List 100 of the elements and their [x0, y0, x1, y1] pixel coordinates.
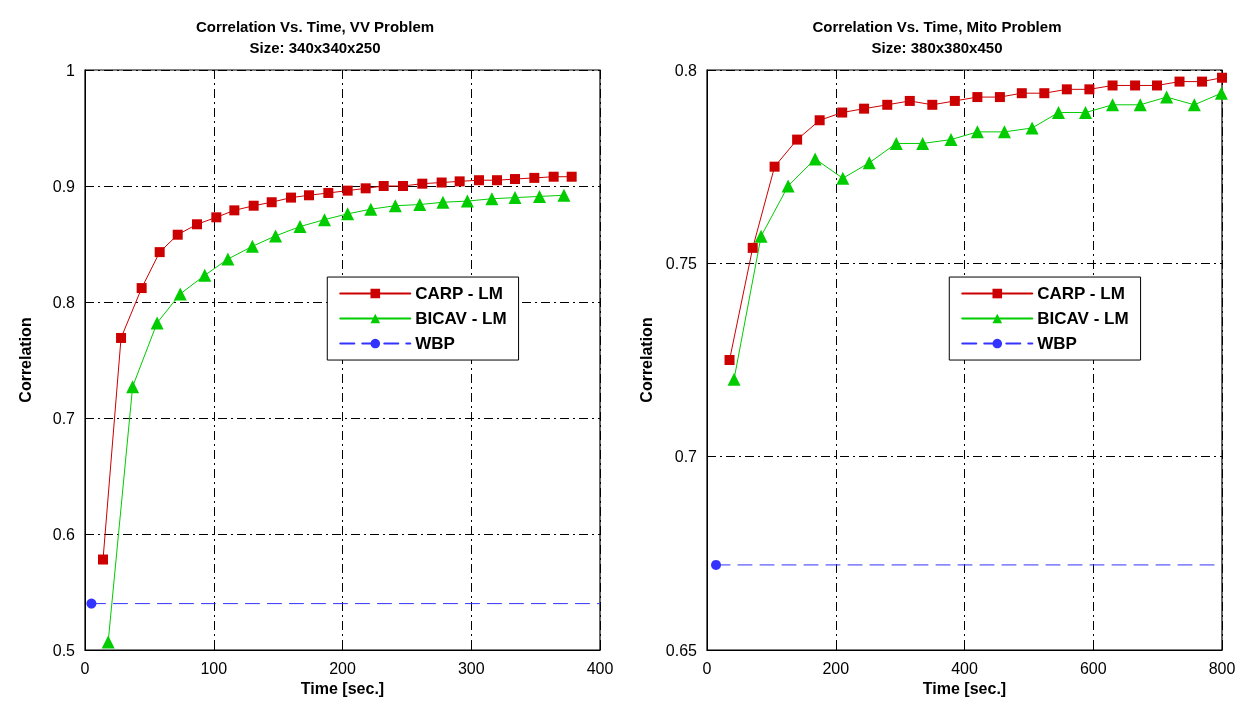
x-axis-title: Time [sec.]: [922, 680, 1007, 698]
legend-label: CARP - LM: [1037, 284, 1125, 304]
point: [248, 200, 259, 211]
y-tick-label: 0.6: [52, 525, 76, 543]
point: [341, 207, 355, 221]
chart-title: Correlation Vs. Time, VV Problem: [195, 18, 435, 35]
point: [136, 283, 147, 294]
y-axis-title: Correlation: [16, 317, 34, 403]
point: [557, 188, 571, 202]
point: [889, 136, 903, 150]
point: [266, 197, 277, 208]
point: [754, 229, 768, 243]
legend-label: CARP - LM: [415, 284, 503, 304]
point: [1187, 98, 1201, 112]
point: [436, 177, 447, 188]
point: [317, 213, 331, 227]
point: [221, 252, 235, 266]
point: [781, 179, 795, 193]
point: [792, 134, 803, 145]
y-tick-label: 0.65: [665, 641, 698, 659]
y-tick-label: 0.5: [52, 641, 76, 659]
chart-title: Correlation Vs. Time, Mito Problem: [812, 18, 1062, 35]
point: [413, 198, 427, 212]
x-tick-label: 200: [329, 659, 356, 677]
point: [510, 174, 521, 185]
point: [286, 192, 296, 203]
point: [378, 181, 389, 191]
point: [724, 355, 735, 365]
point: [769, 161, 780, 172]
point: [1079, 106, 1093, 120]
point: [1214, 86, 1228, 100]
point: [508, 191, 522, 205]
point: [837, 107, 848, 118]
chart-subtitle: Size: 380x380x450: [871, 39, 1003, 56]
point: [101, 635, 115, 649]
point: [1174, 76, 1185, 87]
point: [532, 189, 546, 203]
chart-subtitle: Size: 340x340x250: [249, 39, 381, 56]
y-tick-label: 0.75: [665, 254, 698, 272]
point: [485, 192, 499, 206]
point: [1084, 84, 1095, 95]
point: [473, 175, 484, 186]
point: [116, 332, 127, 343]
point: [436, 195, 450, 209]
point: [229, 205, 240, 216]
y-tick-label: 0.8: [52, 293, 76, 311]
point: [492, 175, 502, 186]
point: [994, 92, 1005, 103]
point: [1016, 88, 1027, 99]
x-tick-label: 100: [200, 659, 228, 677]
point: [211, 212, 222, 223]
point: [727, 372, 741, 386]
y-tick-label: 1: [66, 61, 76, 79]
point: [1107, 80, 1118, 91]
legend-label: WBP: [1037, 334, 1077, 354]
point: [1061, 84, 1072, 95]
point: [86, 598, 97, 609]
point: [814, 115, 825, 126]
point: [944, 133, 958, 147]
x-tick-label: 400: [951, 659, 978, 677]
point: [808, 152, 822, 166]
x-tick-label: 400: [586, 659, 614, 677]
point: [388, 199, 402, 213]
point: [1039, 88, 1050, 99]
point: [323, 187, 334, 198]
point: [1051, 106, 1065, 120]
point: [949, 95, 960, 106]
point: [304, 190, 315, 201]
point: [747, 242, 758, 253]
point: [342, 185, 353, 196]
point: [1217, 72, 1227, 83]
point: [269, 229, 283, 243]
y-tick-label: 0.7: [674, 448, 698, 466]
point: [970, 125, 984, 139]
point: [198, 268, 212, 282]
point: [154, 247, 165, 258]
point: [548, 171, 559, 182]
legend-label: WBP: [415, 334, 455, 354]
point: [916, 136, 930, 150]
point: [360, 183, 371, 194]
point: [972, 92, 983, 103]
x-tick-label: 800: [1208, 659, 1236, 677]
point: [454, 176, 465, 187]
x-axis-title: Time [sec.]: [300, 680, 385, 698]
point: [997, 125, 1011, 139]
point: [566, 171, 577, 182]
point: [417, 178, 428, 189]
point: [862, 156, 876, 170]
point: [398, 181, 409, 191]
legend-label: BICAV - LM: [1037, 309, 1129, 329]
y-tick-label: 0.7: [52, 409, 76, 427]
point: [1160, 90, 1174, 104]
x-tick-label: 600: [1079, 659, 1107, 677]
point: [293, 220, 307, 234]
point: [192, 219, 203, 230]
point: [1025, 121, 1039, 135]
point: [711, 559, 722, 570]
point: [1130, 80, 1141, 91]
point: [1133, 98, 1147, 112]
point: [1197, 76, 1208, 87]
